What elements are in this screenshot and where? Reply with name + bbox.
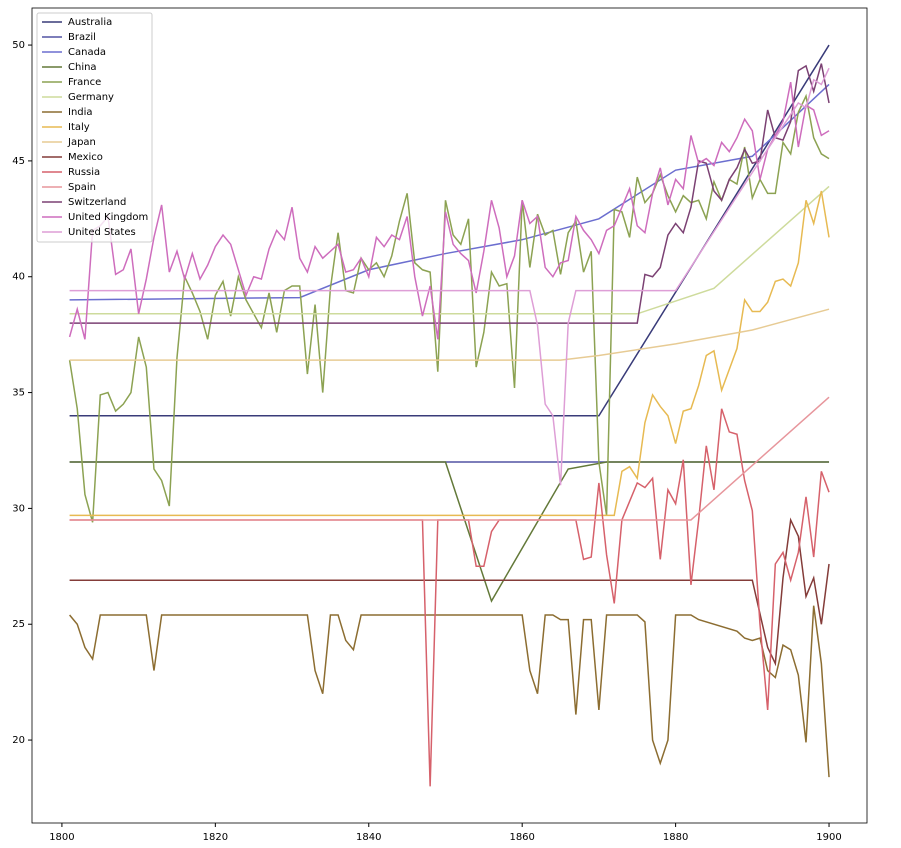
series-line <box>68 81 830 340</box>
y-tick-label: 40 <box>12 272 25 283</box>
series-line <box>69 44 830 417</box>
legend-label: Australia <box>68 17 112 28</box>
series-line <box>69 408 830 787</box>
series-line <box>69 83 830 301</box>
plot-frame <box>31 7 868 824</box>
y-tick-label: 25 <box>12 619 25 630</box>
series-line <box>69 185 830 315</box>
series-line <box>69 67 830 486</box>
y-tick-label: 35 <box>12 388 25 399</box>
series-line <box>69 605 830 778</box>
x-tick-label: 1860 <box>509 832 534 843</box>
legend-box <box>36 12 153 243</box>
y-tick-label: 45 <box>12 156 25 167</box>
legend-label: Mexico <box>68 152 103 163</box>
legend-label: France <box>68 77 101 88</box>
y-tick-label: 30 <box>12 503 25 514</box>
legend-label: Canada <box>68 47 106 58</box>
legend-label: Brazil <box>68 32 96 43</box>
legend-label: Germany <box>68 92 114 103</box>
legend-label: United Kingdom <box>68 212 148 223</box>
y-tick-label: 50 <box>12 40 25 51</box>
legend-label: Italy <box>68 122 90 133</box>
y-tick-label: 20 <box>12 735 25 746</box>
series-line <box>69 517 830 667</box>
x-tick-label: 1880 <box>663 832 688 843</box>
series-line <box>69 461 830 603</box>
legend-label: China <box>68 62 97 73</box>
series-line <box>69 308 830 361</box>
legend-label: Switzerland <box>68 197 126 208</box>
x-tick-label: 1900 <box>816 832 841 843</box>
legend: Australia Brazil Canada China France Germany I… <box>36 12 153 243</box>
series-line <box>69 396 830 521</box>
x-tick-label: 1820 <box>203 832 228 843</box>
legend-label: United States <box>68 227 136 238</box>
series-line <box>69 63 830 324</box>
x-tick-label: 1840 <box>356 832 381 843</box>
series-line <box>69 190 830 517</box>
legend-label: Japan <box>67 137 96 148</box>
legend-label: Spain <box>68 182 96 193</box>
series-line <box>68 93 830 523</box>
legend-label: India <box>68 107 93 118</box>
x-tick-label: 1800 <box>49 832 74 843</box>
legend-label: Russia <box>68 167 100 178</box>
